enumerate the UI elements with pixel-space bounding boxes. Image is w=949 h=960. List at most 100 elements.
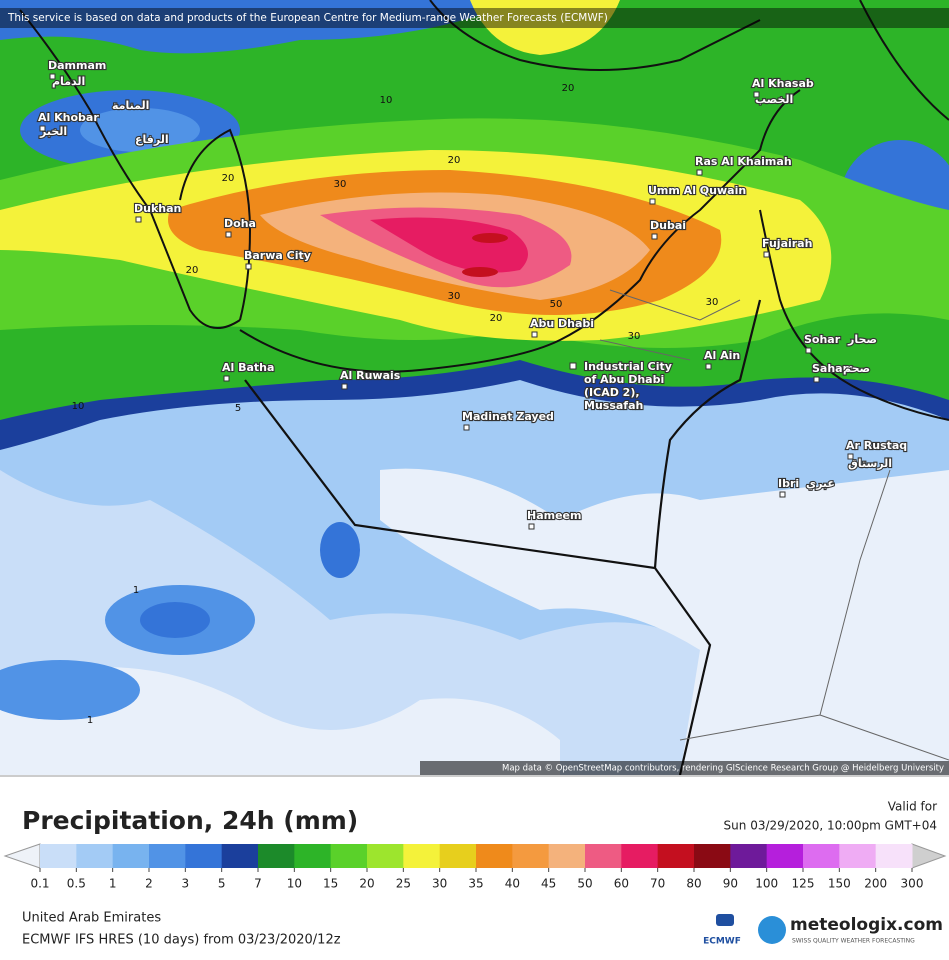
- legend-over: [911, 843, 947, 869]
- legend-tick-label: 200: [864, 877, 887, 891]
- place-marker: [39, 125, 46, 132]
- coastline: [859, 0, 949, 121]
- contour-label: 20: [490, 313, 503, 324]
- place-marker: [225, 231, 232, 238]
- place-label: Ras Al Khaimah: [695, 155, 792, 168]
- legend-tick-label: 10: [287, 877, 302, 891]
- legend-swatch: [730, 844, 768, 868]
- place-label: Al Khasab: [752, 77, 814, 90]
- place-label: Abu Dhabi: [530, 317, 594, 330]
- place-label: Dubai: [650, 219, 686, 232]
- yellow-top: [470, 0, 620, 55]
- ecmwf-label: ECMWF: [703, 937, 741, 947]
- place-marker: [779, 491, 786, 498]
- legend-tick-label: 25: [396, 877, 411, 891]
- place-marker: [135, 216, 142, 223]
- contour-label: 1: [133, 585, 139, 596]
- place-marker: [651, 233, 658, 240]
- legend-swatch: [112, 844, 150, 868]
- contour-label: 30: [334, 179, 347, 190]
- blue-patch: [80, 108, 200, 152]
- place-marker: [463, 424, 470, 431]
- place-label: Doha: [224, 217, 256, 230]
- place-label: Dukhan: [134, 202, 181, 215]
- legend-tick-label: 80: [686, 877, 701, 891]
- legend-swatch: [476, 844, 513, 868]
- coastline: [429, 0, 761, 71]
- place-label: الرستاق: [848, 457, 892, 470]
- place-marker: [531, 331, 538, 338]
- border: [679, 469, 949, 761]
- place-marker: [341, 383, 348, 390]
- place-label: Hameem: [527, 509, 581, 522]
- place-marker: [696, 169, 703, 176]
- legend-swatch: [439, 844, 477, 868]
- place-label: Industrial City of Abu Dhabi (ICAD 2), Muss…: [584, 360, 672, 412]
- place-marker: [813, 376, 820, 383]
- place-label: Ibri: [778, 477, 799, 490]
- place-marker: [763, 251, 770, 258]
- place-marker: [245, 263, 252, 270]
- thin-borders: [599, 289, 949, 761]
- legend-swatch: [258, 844, 295, 868]
- legend-tick-label: 70: [650, 877, 665, 891]
- legend-swatch: [185, 844, 223, 868]
- border: [653, 299, 762, 569]
- brand: meteologix.com: [790, 915, 943, 935]
- legend-swatch: [657, 844, 695, 868]
- legend-swatch: [40, 844, 77, 868]
- contour-label: 30: [448, 291, 461, 302]
- attribution-bar: [0, 8, 949, 28]
- place-marker: [528, 523, 535, 530]
- place-marker: [847, 453, 854, 460]
- contour-label: 20: [448, 155, 461, 166]
- attribution: This service is based on data and produc…: [7, 12, 608, 24]
- valid-label: Valid for: [888, 800, 937, 814]
- legend-tick-label: 5: [218, 877, 226, 891]
- light-area: [380, 468, 949, 775]
- legend-swatch: [766, 844, 804, 868]
- place-label: Umm Al Quwain: [648, 184, 746, 197]
- legend-swatch: [76, 844, 114, 868]
- contour-label: 20: [186, 265, 199, 276]
- coastline: [239, 89, 801, 373]
- place-label: Sohar: [804, 333, 841, 346]
- legend-swatch: [803, 844, 840, 868]
- place-marker: [649, 198, 656, 205]
- place-marker: [49, 73, 56, 80]
- legend-swatch: [839, 844, 877, 868]
- place-label: الدمام: [52, 75, 85, 88]
- legend-swatch: [512, 844, 550, 868]
- place-label: صحار: [847, 333, 877, 346]
- place-label: الرفاع: [135, 133, 169, 146]
- blue-patch: [0, 660, 140, 720]
- legend-swatch: [875, 844, 913, 868]
- color-legend: 0.1 0.5 1 2 3 5 7 10 15 20 25 30 35 40 45 50 60 70 80 90 100…: [3, 843, 947, 891]
- place-label: Barwa City: [244, 249, 311, 262]
- borders: [244, 299, 762, 775]
- legend-tick-label: 0.1: [30, 877, 49, 891]
- credits-bar: [420, 761, 949, 775]
- legend-tick-label: 125: [792, 877, 815, 891]
- region: United Arab Emirates: [22, 911, 161, 926]
- blue-top: [0, 0, 520, 54]
- contour-label: 1: [87, 715, 93, 726]
- contour-label: 20: [222, 173, 235, 184]
- place-label: Ar Rustaq: [846, 439, 907, 452]
- legend-tick-label: 100: [755, 877, 778, 891]
- legend-tick-label: 45: [541, 877, 556, 891]
- place-marker: [223, 375, 230, 382]
- legend-swatch: [221, 844, 259, 868]
- coastline: [179, 128, 252, 321]
- legend-tick-label: 15: [323, 877, 338, 891]
- blue-patch: [320, 522, 360, 578]
- dark-red: [462, 267, 498, 277]
- legend-tick-label: 20: [359, 877, 374, 891]
- map: This service is based on data and produc…: [0, 0, 949, 775]
- contour-label: 30: [628, 331, 641, 342]
- legend-swatch: [367, 844, 404, 868]
- contour-label: 10: [380, 95, 393, 106]
